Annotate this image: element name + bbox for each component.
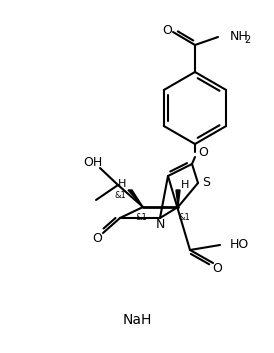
Text: O: O (212, 263, 222, 275)
Text: H: H (118, 179, 126, 189)
Polygon shape (176, 190, 180, 207)
Text: O: O (92, 233, 102, 245)
Polygon shape (128, 190, 143, 207)
Text: H: H (181, 180, 189, 190)
Text: NaH: NaH (122, 313, 152, 327)
Text: &1: &1 (178, 213, 190, 221)
Text: O: O (198, 145, 208, 158)
Text: NH: NH (230, 30, 249, 43)
Text: O: O (162, 24, 172, 37)
Text: &1: &1 (135, 213, 147, 221)
Text: &1: &1 (114, 191, 126, 199)
Text: S: S (202, 176, 210, 190)
Text: HO: HO (230, 239, 249, 251)
Text: 2: 2 (244, 35, 250, 45)
Text: OH: OH (83, 156, 103, 169)
Text: N: N (155, 219, 165, 232)
